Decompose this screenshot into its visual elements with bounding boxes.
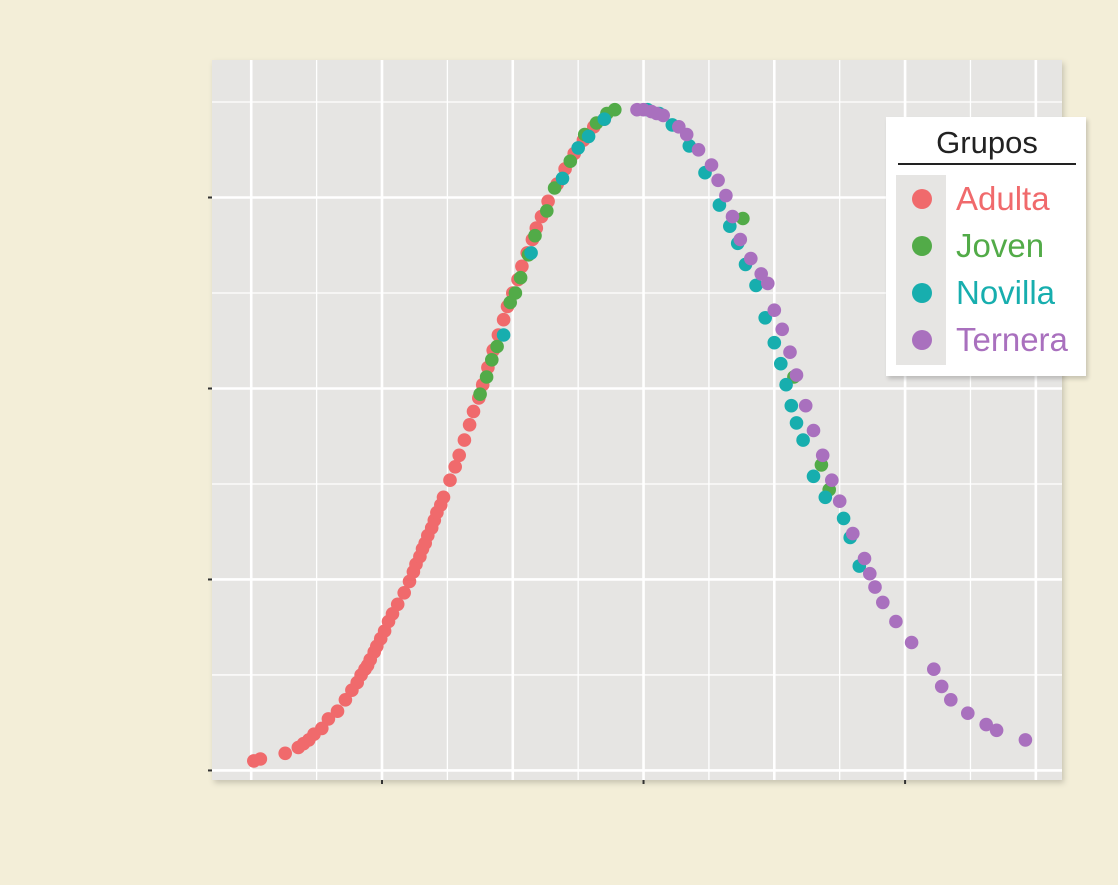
- point-novilla: [779, 377, 793, 392]
- point-joven: [513, 270, 528, 285]
- point-ternera: [876, 595, 890, 610]
- point-adulta: [390, 597, 405, 612]
- point-ternera: [846, 526, 860, 541]
- legend-item-ternera: Ternera: [896, 317, 1082, 363]
- point-novilla: [806, 469, 821, 484]
- point-adulta: [452, 448, 467, 463]
- legend-label-joven: Joven: [956, 227, 1045, 264]
- point-joven: [485, 353, 499, 367]
- point-novilla: [789, 416, 804, 430]
- legend-item-joven: Joven: [896, 223, 1082, 269]
- point-adulta: [466, 404, 481, 419]
- point-joven: [608, 102, 622, 117]
- point-novilla: [774, 356, 788, 371]
- point-novilla: [836, 511, 851, 526]
- point-adulta: [338, 693, 353, 707]
- point-ternera: [691, 143, 706, 157]
- point-joven: [563, 154, 578, 168]
- point-ternera: [961, 706, 975, 720]
- point-ternera: [798, 398, 813, 413]
- point-ternera: [761, 276, 775, 291]
- legend-item-novilla: Novilla: [896, 270, 1082, 316]
- legend-swatch-ternera: [912, 330, 932, 350]
- point-novilla: [784, 398, 799, 413]
- point-ternera: [767, 303, 782, 318]
- axis-ticks: [208, 196, 907, 784]
- point-joven: [547, 181, 562, 195]
- legend-swatch-adulta: [912, 189, 932, 209]
- point-ternera: [934, 679, 949, 694]
- point-novilla: [571, 141, 585, 155]
- legend-label-novilla: Novilla: [956, 274, 1056, 311]
- point-novilla: [749, 278, 763, 293]
- point-ternera: [744, 251, 758, 266]
- point-ternera: [868, 580, 882, 594]
- point-adulta: [330, 704, 345, 718]
- point-ternera: [1018, 733, 1033, 747]
- point-joven: [473, 387, 487, 402]
- point-ternera: [815, 448, 830, 463]
- point-joven: [490, 339, 504, 354]
- legend-label-ternera: Ternera: [956, 321, 1068, 358]
- point-adulta: [436, 490, 451, 505]
- point-ternera: [783, 345, 797, 360]
- point-novilla: [712, 198, 727, 212]
- point-adulta: [462, 418, 477, 432]
- point-adulta: [278, 746, 293, 761]
- point-joven: [508, 286, 523, 300]
- point-novilla: [758, 311, 772, 325]
- point-novilla: [767, 335, 782, 350]
- data-points: [247, 102, 1033, 768]
- point-ternera: [863, 566, 877, 581]
- point-ternera: [825, 473, 839, 488]
- point-ternera: [754, 267, 768, 281]
- point-novilla: [555, 171, 570, 186]
- point-ternera: [944, 693, 958, 707]
- legend-title: Grupos: [898, 123, 1076, 165]
- point-ternera: [704, 158, 719, 172]
- point-novilla: [597, 112, 612, 126]
- legend-swatch-joven: [912, 236, 932, 256]
- point-ternera: [889, 614, 903, 629]
- point-adulta: [496, 312, 511, 327]
- point-ternera: [904, 635, 919, 650]
- point-adulta: [443, 473, 457, 488]
- point-adulta: [457, 433, 472, 447]
- point-adulta: [448, 460, 463, 474]
- point-adulta: [397, 586, 412, 600]
- point-novilla: [796, 433, 810, 447]
- point-novilla: [581, 129, 596, 144]
- point-adulta: [321, 712, 336, 726]
- point-ternera: [989, 723, 1004, 738]
- point-joven: [736, 211, 750, 226]
- point-ternera: [711, 173, 725, 188]
- point-novilla: [524, 246, 538, 260]
- point-ternera: [806, 423, 821, 438]
- point-ternera: [775, 322, 789, 337]
- point-ternera: [679, 127, 694, 142]
- legend: Grupos Adulta Joven Novilla Ternera: [886, 117, 1086, 376]
- point-joven: [528, 228, 542, 243]
- point-joven: [479, 370, 494, 384]
- point-ternera: [979, 717, 993, 732]
- point-ternera: [725, 209, 740, 224]
- legend-label-adulta: Adulta: [956, 180, 1050, 217]
- point-ternera: [832, 494, 847, 509]
- point-ternera: [789, 368, 804, 382]
- legend-swatch-novilla: [912, 283, 932, 303]
- point-adulta: [515, 259, 529, 274]
- point-adulta: [315, 721, 329, 736]
- legend-item-adulta: Adulta: [896, 176, 1082, 222]
- point-ternera: [733, 232, 748, 247]
- point-ternera: [719, 188, 733, 203]
- point-ternera: [857, 551, 872, 566]
- point-joven: [540, 204, 554, 218]
- point-novilla: [818, 490, 833, 505]
- point-ternera: [656, 108, 670, 123]
- point-ternera: [927, 662, 941, 676]
- point-novilla: [496, 328, 511, 342]
- point-adulta: [253, 752, 268, 766]
